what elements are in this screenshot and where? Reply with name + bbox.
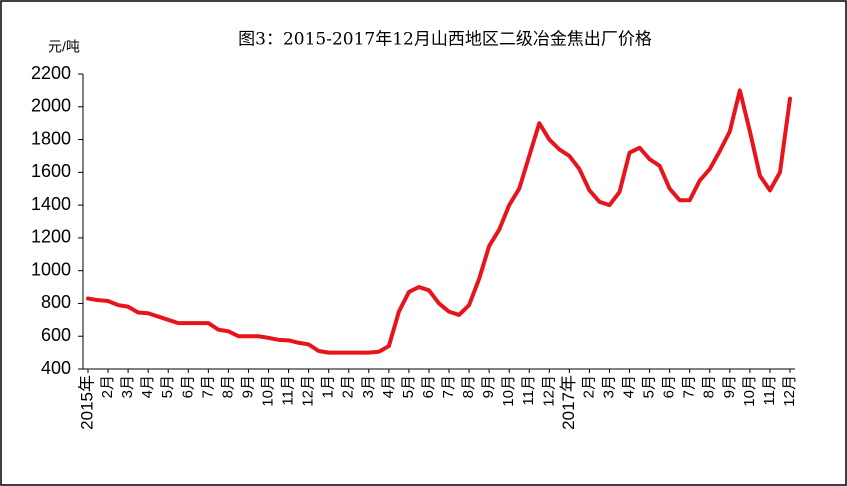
- x-tick-label: 7月: [681, 375, 698, 398]
- x-tick-label: 7月: [199, 375, 216, 398]
- x-tick-label: 5月: [641, 375, 658, 398]
- x-tick-label: 11月: [520, 375, 537, 406]
- x-tick-label: 2月: [99, 375, 116, 398]
- x-tick-label: 10月: [500, 375, 517, 407]
- x-tick-label: 10月: [259, 375, 276, 407]
- x-tick-label: 3月: [119, 375, 136, 398]
- y-tick-label: 1600: [31, 161, 71, 181]
- y-tick-label: 600: [41, 325, 71, 345]
- x-tick-label: 2月: [340, 375, 357, 398]
- chart-title: 图3：2015-2017年12月山西地区二级冶金焦出厂价格: [238, 30, 652, 50]
- y-tick-label: 2000: [31, 96, 71, 116]
- x-tick-label: 6月: [420, 375, 437, 398]
- x-tick-label: 5月: [159, 375, 176, 398]
- y-tick-label: 1000: [31, 259, 71, 279]
- y-tick-label: 1400: [31, 194, 71, 214]
- x-tick-label: 12月: [540, 375, 557, 407]
- x-tick-label: 4月: [139, 375, 156, 398]
- x-tick-label: 11月: [761, 375, 778, 406]
- x-tick-label: 12月: [781, 375, 798, 407]
- x-tick-label: 7月: [440, 375, 457, 398]
- x-tick-label: 8月: [701, 375, 718, 398]
- x-tick-label: 8月: [460, 375, 477, 398]
- y-axis-label: 元/吨: [48, 39, 80, 55]
- x-tick-label: 12月: [300, 375, 317, 407]
- x-tick-label: 1月: [320, 375, 337, 398]
- x-tick-label: 3月: [600, 375, 617, 398]
- line-series: [86, 88, 792, 355]
- x-tick-label: 6月: [661, 375, 678, 398]
- y-tick-label: 1800: [31, 128, 71, 148]
- x-tick-label: 10月: [741, 375, 758, 407]
- x-tick-label: 3月: [360, 375, 377, 398]
- x-tick-label: 9月: [721, 375, 738, 398]
- x-tick-label: 4月: [621, 375, 638, 398]
- x-tick-label: 9月: [239, 375, 256, 398]
- y-tick-label: 800: [41, 292, 71, 312]
- x-tick-label: 4月: [380, 375, 397, 398]
- x-tick-label: 11月: [280, 375, 297, 406]
- y-tick-label: 1200: [31, 227, 71, 247]
- x-tick-label: 2月: [580, 375, 597, 398]
- y-tick-label: 2200: [31, 63, 71, 83]
- x-tick-label: 5月: [400, 375, 417, 398]
- x-tick-label: 8月: [219, 375, 236, 398]
- x-tick-label: 2015年: [77, 375, 96, 430]
- x-tick-label: 2017年: [559, 375, 578, 430]
- x-tick-label: 6月: [179, 375, 196, 398]
- x-tick-label: 9月: [480, 375, 497, 398]
- y-tick-label: 400: [41, 358, 71, 378]
